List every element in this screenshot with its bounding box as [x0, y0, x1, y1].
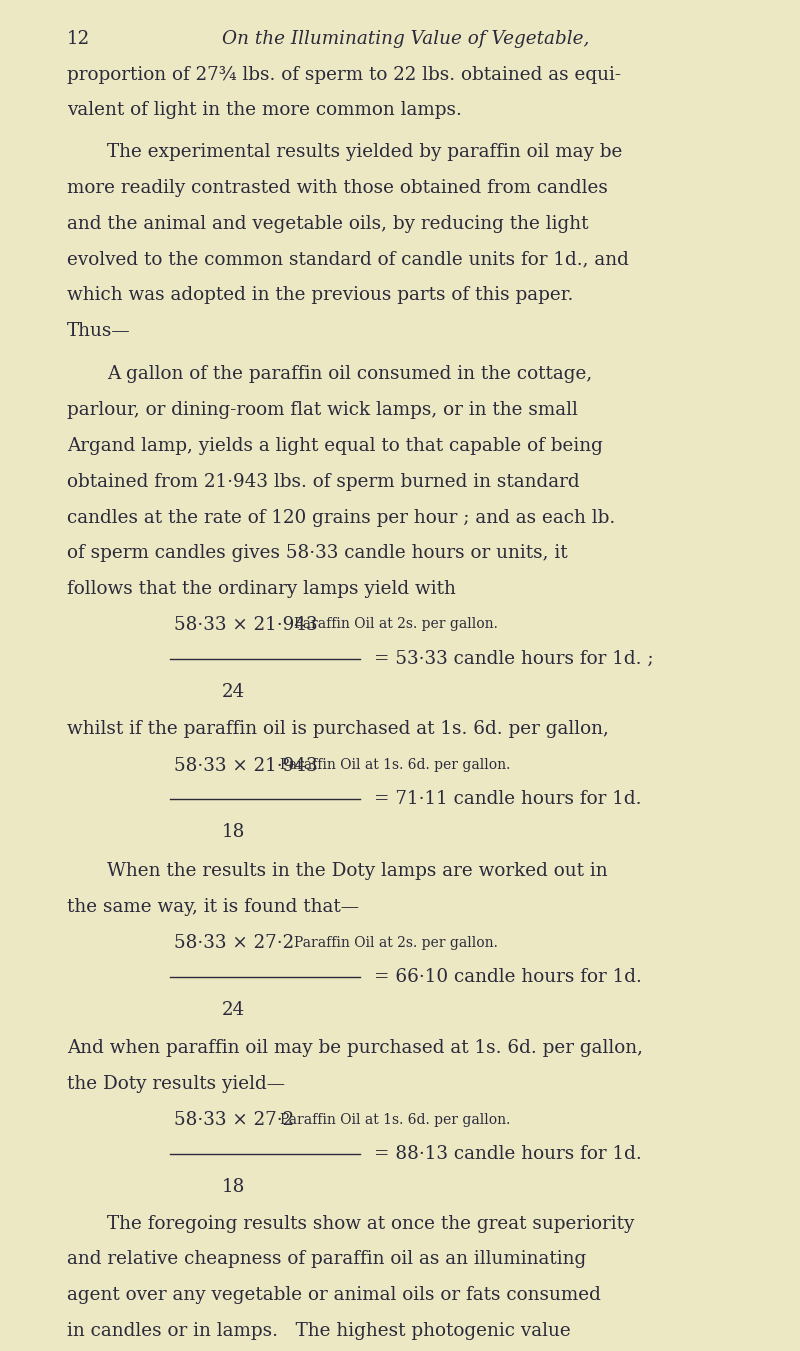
Text: Thus—: Thus—	[67, 323, 131, 340]
Text: of sperm candles gives 58·33 candle hours or units, it: of sperm candles gives 58·33 candle hour…	[67, 544, 568, 562]
Text: When the results in the Doty lamps are worked out in: When the results in the Doty lamps are w…	[107, 862, 607, 880]
Text: = 53·33 candle hours for 1d. ;: = 53·33 candle hours for 1d. ;	[374, 650, 654, 667]
Text: which was adopted in the previous parts of this paper.: which was adopted in the previous parts …	[67, 286, 574, 304]
Text: 58·33 × 27·2: 58·33 × 27·2	[174, 1112, 294, 1129]
Text: A gallon of the paraffin oil consumed in the cottage,: A gallon of the paraffin oil consumed in…	[107, 365, 592, 384]
Text: agent over any vegetable or animal oils or fats consumed: agent over any vegetable or animal oils …	[67, 1286, 601, 1304]
Text: On the Illuminating Value of Vegetable,: On the Illuminating Value of Vegetable,	[222, 30, 589, 47]
Text: obtained from 21·943 lbs. of sperm burned in standard: obtained from 21·943 lbs. of sperm burne…	[67, 473, 580, 490]
Text: = 88·13 candle hours for 1d.: = 88·13 candle hours for 1d.	[374, 1144, 642, 1163]
Text: valent of light in the more common lamps.: valent of light in the more common lamps…	[67, 101, 462, 119]
Text: 58·33 × 21·943: 58·33 × 21·943	[174, 616, 318, 635]
Text: 24: 24	[222, 684, 245, 701]
Text: and the animal and vegetable oils, by reducing the light: and the animal and vegetable oils, by re…	[67, 215, 589, 232]
Text: Argand lamp, yields a light equal to that capable of being: Argand lamp, yields a light equal to tha…	[67, 438, 603, 455]
Text: candles at the rate of 120 grains per hour ; and as each lb.: candles at the rate of 120 grains per ho…	[67, 508, 615, 527]
Text: The experimental results yielded by paraffin oil may be: The experimental results yielded by para…	[107, 143, 622, 161]
Text: 24: 24	[222, 1001, 245, 1019]
Text: Paraffin Oil at 1s. 6d. per gallon.: Paraffin Oil at 1s. 6d. per gallon.	[281, 1113, 511, 1127]
Text: evolved to the common standard of candle units for 1d., and: evolved to the common standard of candle…	[67, 251, 629, 269]
Text: 12: 12	[67, 30, 90, 47]
Text: And when paraffin oil may be purchased at 1s. 6d. per gallon,: And when paraffin oil may be purchased a…	[67, 1039, 643, 1056]
Text: more readily contrasted with those obtained from candles: more readily contrasted with those obtai…	[67, 178, 608, 197]
Text: Paraffin Oil at 2s. per gallon.: Paraffin Oil at 2s. per gallon.	[294, 617, 498, 631]
Text: = 71·11 candle hours for 1d.: = 71·11 candle hours for 1d.	[374, 790, 642, 808]
Text: 58·33 × 21·943: 58·33 × 21·943	[174, 757, 318, 775]
Text: 58·33 × 27·2: 58·33 × 27·2	[174, 935, 294, 952]
Text: parlour, or dining-room flat wick lamps, or in the small: parlour, or dining-room flat wick lamps,…	[67, 401, 578, 419]
Text: and relative cheapness of paraffin oil as an illuminating: and relative cheapness of paraffin oil a…	[67, 1251, 586, 1269]
Text: Paraffin Oil at 2s. per gallon.: Paraffin Oil at 2s. per gallon.	[294, 935, 498, 950]
Text: Paraffin Oil at 1s. 6d. per gallon.: Paraffin Oil at 1s. 6d. per gallon.	[281, 758, 511, 771]
Text: whilst if the paraffin oil is purchased at 1s. 6d. per gallon,: whilst if the paraffin oil is purchased …	[67, 720, 609, 738]
Text: in candles or in lamps.   The highest photogenic value: in candles or in lamps. The highest phot…	[67, 1321, 571, 1340]
Text: = 66·10 candle hours for 1d.: = 66·10 candle hours for 1d.	[374, 967, 642, 986]
Text: proportion of 27¾ lbs. of sperm to 22 lbs. obtained as equi-: proportion of 27¾ lbs. of sperm to 22 lb…	[67, 66, 622, 84]
Text: the same way, it is found that—: the same way, it is found that—	[67, 897, 359, 916]
Text: the Doty results yield—: the Doty results yield—	[67, 1075, 286, 1093]
Text: 18: 18	[222, 1178, 245, 1196]
Text: follows that the ordinary lamps yield with: follows that the ordinary lamps yield wi…	[67, 581, 456, 598]
Text: The foregoing results show at once the great superiority: The foregoing results show at once the g…	[107, 1215, 634, 1232]
Text: 18: 18	[222, 824, 245, 842]
